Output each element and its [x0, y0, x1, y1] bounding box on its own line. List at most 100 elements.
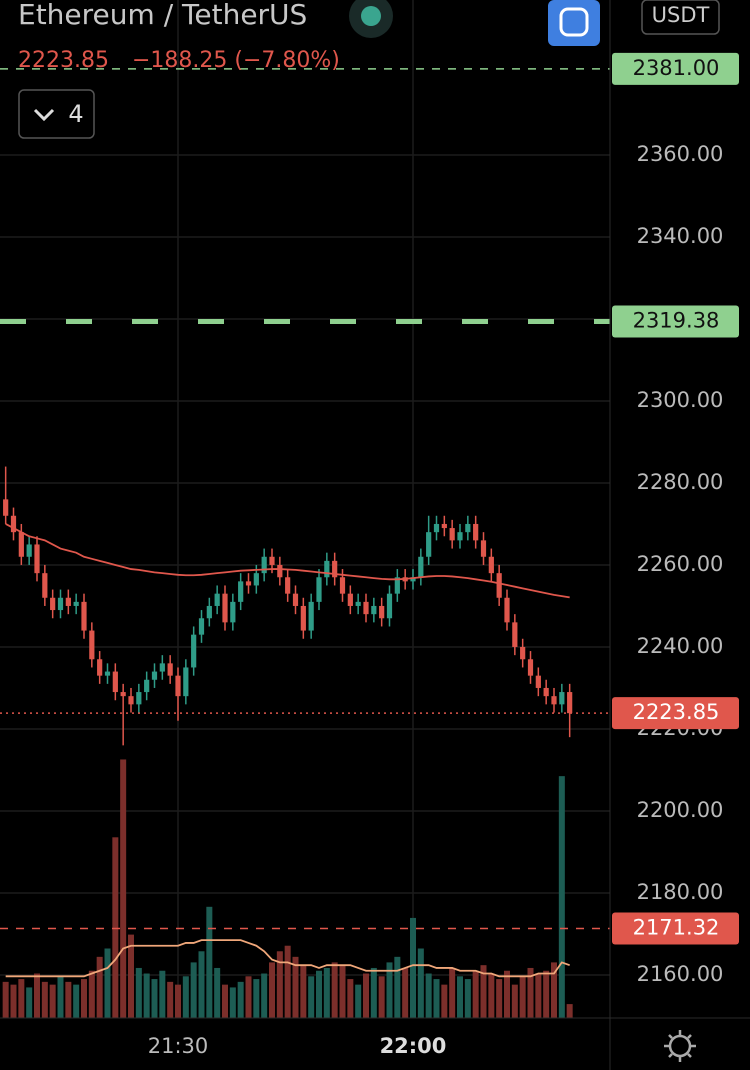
candle-body	[269, 556, 275, 565]
volume-bar	[128, 934, 134, 1018]
settings-icon[interactable]	[664, 1030, 696, 1062]
volume-bar	[292, 956, 299, 1018]
volume-bar	[543, 970, 550, 1018]
candle-body	[535, 675, 541, 688]
volume-bar	[57, 976, 64, 1018]
volume-bar	[151, 979, 158, 1018]
y-tick-label: 2340.00	[637, 224, 724, 248]
volume-bar	[519, 976, 526, 1018]
candle-body	[214, 593, 220, 606]
candle-body	[151, 671, 158, 680]
volume-bar	[88, 970, 95, 1018]
volume-bar	[26, 987, 33, 1018]
volume-bar	[10, 984, 17, 1018]
volume-bar	[417, 948, 424, 1018]
volume-bar	[433, 979, 440, 1018]
volume-bar	[41, 981, 48, 1018]
volume-bar	[355, 984, 362, 1018]
y-tick-label: 2160.00	[637, 962, 724, 986]
candle-body	[18, 532, 24, 557]
volume-bar	[300, 965, 307, 1018]
volume-bar	[34, 973, 40, 1018]
volume-bar	[370, 967, 377, 1018]
candle-body	[10, 515, 17, 533]
candle-body	[426, 532, 432, 557]
currency-button[interactable]	[641, 0, 720, 35]
y-tick-label: 2260.00	[637, 552, 724, 576]
candle-body	[89, 630, 95, 660]
candle-body	[379, 605, 385, 619]
volume-bar	[331, 962, 338, 1018]
volume-bar	[81, 979, 87, 1018]
volume-bar	[214, 967, 221, 1018]
volume-bar	[18, 979, 25, 1018]
candle-body	[144, 679, 150, 693]
candle-body	[363, 601, 369, 615]
candle-body	[504, 597, 510, 623]
volume-bar	[394, 956, 401, 1018]
candle-body	[175, 675, 181, 697]
volume-bar	[378, 976, 385, 1018]
last-price: 2223.85	[18, 48, 109, 73]
volume-bar	[276, 951, 283, 1018]
indicators-button[interactable]	[18, 89, 95, 139]
candle-body	[26, 544, 32, 557]
price-label: 2171.32	[633, 916, 720, 940]
volume-bar	[464, 979, 471, 1018]
volume-bar	[229, 987, 236, 1018]
chevron-icon	[33, 108, 55, 122]
volume-bar	[386, 962, 393, 1018]
y-tick-label: 2360.00	[637, 142, 724, 166]
x-tick-label: 21:30	[148, 1034, 209, 1058]
volume-bar	[472, 970, 479, 1018]
plot-area	[0, 68, 610, 1018]
volume-bar	[96, 956, 103, 1018]
volume-bar	[511, 984, 518, 1018]
candle-body	[543, 687, 549, 697]
volume-bar	[182, 976, 189, 1018]
candle-body	[167, 663, 173, 676]
candle-body	[527, 659, 534, 676]
chart-title: Ethereum / TetherUS	[18, 0, 307, 31]
x-tick-label: 22:00	[380, 1034, 447, 1058]
volume-bar	[222, 984, 228, 1018]
status-dot	[361, 6, 381, 26]
volume-bar	[284, 945, 291, 1018]
candle-body	[292, 593, 299, 606]
volume-bar	[504, 970, 510, 1018]
volume-bar	[363, 973, 369, 1018]
candle-body	[386, 593, 393, 619]
volume-bar	[159, 970, 166, 1018]
volume-bar	[2, 981, 9, 1018]
volume-bar	[535, 973, 542, 1018]
price-label: 2381.00	[633, 56, 720, 80]
candle-body	[512, 622, 518, 647]
volume-bar	[449, 967, 456, 1018]
candle-body	[410, 577, 416, 582]
volume-bar	[104, 948, 111, 1018]
volume-bar	[402, 967, 409, 1018]
volume-bar	[425, 973, 432, 1018]
grid	[0, 0, 610, 1018]
volume-bar	[206, 906, 213, 1018]
candle-body	[308, 601, 314, 631]
candle-body	[473, 523, 479, 541]
candle-body	[81, 601, 87, 631]
currency: USDT	[652, 3, 710, 27]
candle-body	[191, 634, 197, 668]
candle-body	[183, 667, 189, 697]
candle-body	[339, 577, 346, 594]
candle-body	[567, 692, 573, 714]
candle-body	[316, 577, 322, 602]
volume-bar	[49, 984, 56, 1018]
candle-body	[394, 577, 400, 594]
candle-body	[465, 523, 471, 533]
fullscreen-button[interactable]	[548, 0, 600, 46]
candle-body	[324, 560, 330, 578]
price-label-box	[612, 912, 739, 945]
candle-body	[104, 671, 111, 676]
volume-bar	[245, 976, 252, 1018]
y-tick-label: 2200.00	[637, 798, 724, 822]
candle-body	[371, 605, 377, 615]
price-label-box	[612, 697, 739, 730]
